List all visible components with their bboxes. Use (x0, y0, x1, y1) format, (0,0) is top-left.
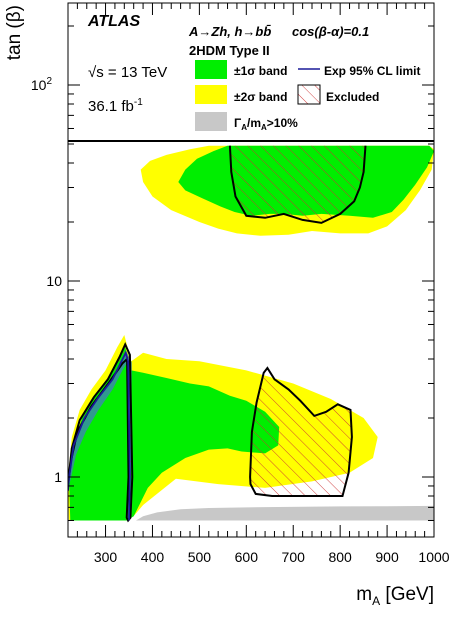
legend-band1-swatch (195, 60, 227, 79)
x-tick-label: 700 (282, 549, 306, 565)
model-label: 2HDM Type II (189, 43, 270, 58)
legend-width-swatch (195, 112, 227, 131)
x-axis-title: mA [GeV] (356, 584, 434, 608)
x-tick-label: 500 (188, 549, 212, 565)
excluded-hatch-2 (250, 368, 352, 496)
legend-exp-label: Exp 95% CL limit (324, 64, 420, 78)
legend-band2-label: ±2σ band (234, 90, 287, 104)
energy-label: √s = 13 TeV (88, 64, 167, 81)
x-tick-label: 900 (375, 549, 399, 565)
atlas-label: ATLAS (87, 13, 140, 30)
band1-lower-region (68, 347, 280, 521)
expected-limit-band (68, 350, 132, 518)
x-tick-label: 300 (94, 549, 118, 565)
y-tick-label: 10 (46, 273, 62, 289)
x-tick-label: 400 (141, 549, 165, 565)
legend-excluded-swatch (297, 84, 321, 105)
lumi-label: 36.1 fb-1 (88, 97, 143, 115)
legend: ±1σ band Exp 95% CL limit ±2σ band Exclu… (195, 60, 420, 132)
y-axis-title: tan (β) (4, 5, 25, 60)
exclusion-regions (68, 145, 434, 523)
legend-band1-label: ±1σ band (234, 64, 287, 78)
process-label: A→Zh, h→bb̄ (188, 24, 272, 39)
x-tick-label: 600 (235, 549, 259, 565)
legend-excluded-label: Excluded (326, 90, 379, 104)
legend-band2-swatch (195, 85, 227, 104)
width-exclusion-region (136, 505, 434, 521)
legend-width-label: ΓA/mA>10% (234, 116, 298, 132)
y-tick-label: 102 (31, 76, 53, 93)
observed-contour-upper (228, 145, 367, 224)
x-tick-label: 1000 (418, 549, 449, 565)
plot-frame (67, 2, 435, 538)
cos-label: cos(β-α)=0.1 (292, 24, 369, 39)
x-tick-label: 800 (328, 549, 352, 565)
expected-limit-line (68, 350, 131, 521)
y-tick-label: 1 (54, 469, 62, 485)
axes: 300 400 500 600 700 800 900 1000 1 10 102 (31, 3, 450, 565)
observed-contour-right (249, 366, 353, 497)
excluded-hatch-3 (229, 145, 366, 223)
